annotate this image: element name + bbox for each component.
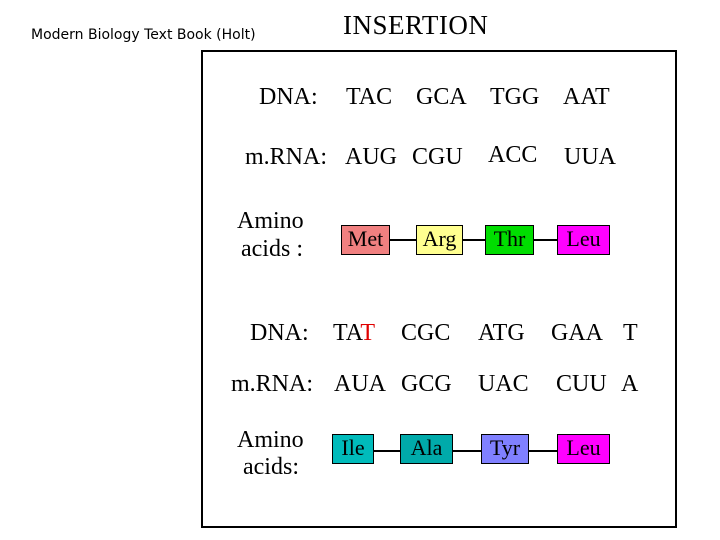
mutated-mrna-label: m.RNA: bbox=[231, 371, 314, 397]
mutated-dna-codon-1: TAT bbox=[333, 320, 376, 346]
mutated-mrna-codon-4: CUU bbox=[556, 371, 607, 397]
original-peptide-bond-3 bbox=[533, 239, 557, 241]
mutated-mrna-codon-3: UAC bbox=[478, 371, 529, 397]
original-dna-label: DNA: bbox=[259, 84, 318, 110]
original-peptide-bond-2 bbox=[462, 239, 485, 241]
mutated-dna-codon-4: GAA bbox=[551, 320, 603, 346]
original-dna-codon-2: GCA bbox=[416, 84, 467, 110]
original-amino-label-line2: acids : bbox=[241, 236, 303, 262]
original-amino-acid-1: Met bbox=[341, 225, 390, 255]
original-peptide-bond-1 bbox=[389, 239, 417, 241]
mutated-mrna-codon-1: AUA bbox=[334, 371, 386, 397]
mutated-mrna-codon-5: A bbox=[621, 371, 639, 397]
mutated-mrna-codon-2: GCG bbox=[401, 371, 452, 397]
original-mrna-codon-4: UUA bbox=[564, 144, 616, 170]
mutated-amino-acid-4: Leu bbox=[557, 434, 610, 464]
mutated-peptide-bond-2 bbox=[452, 450, 482, 452]
original-mrna-codon-1: AUG bbox=[345, 144, 397, 170]
original-amino-acid-4: Leu bbox=[557, 225, 610, 255]
original-dna-codon-1: TAC bbox=[346, 84, 393, 110]
original-mrna-label: m.RNA: bbox=[245, 144, 328, 170]
mutated-amino-acid-3: Tyr bbox=[481, 434, 529, 464]
original-mrna-codon-2: CGU bbox=[412, 144, 463, 170]
original-amino-acid-2: Arg bbox=[416, 225, 463, 255]
mutated-peptide-bond-1 bbox=[373, 450, 401, 452]
inserted-base: T bbox=[360, 320, 376, 346]
original-amino-label-line1: Amino bbox=[237, 208, 304, 234]
mutated-dna-codon-3: ATG bbox=[478, 320, 525, 346]
original-dna-codon-3: TGG bbox=[490, 84, 540, 110]
original-mrna-codon-3: ACC bbox=[488, 142, 538, 168]
source-caption: Modern Biology Text Book (Holt) bbox=[31, 27, 256, 43]
mutated-amino-acid-2: Ala bbox=[400, 434, 453, 464]
original-amino-acid-3: Thr bbox=[485, 225, 534, 255]
original-dna-codon-4: AAT bbox=[563, 84, 610, 110]
mutated-amino-acid-1: Ile bbox=[332, 434, 374, 464]
mutated-dna-codon-5: T bbox=[623, 320, 638, 346]
mutated-amino-label-line1: Amino bbox=[237, 427, 304, 453]
mutated-dna-label: DNA: bbox=[250, 320, 309, 346]
mutated-amino-label-line2: acids: bbox=[243, 454, 299, 480]
diagram-frame bbox=[201, 50, 677, 528]
mutated-dna-codon-2: CGC bbox=[401, 320, 451, 346]
diagram-title: INSERTION bbox=[343, 10, 489, 40]
mutated-peptide-bond-3 bbox=[528, 450, 558, 452]
